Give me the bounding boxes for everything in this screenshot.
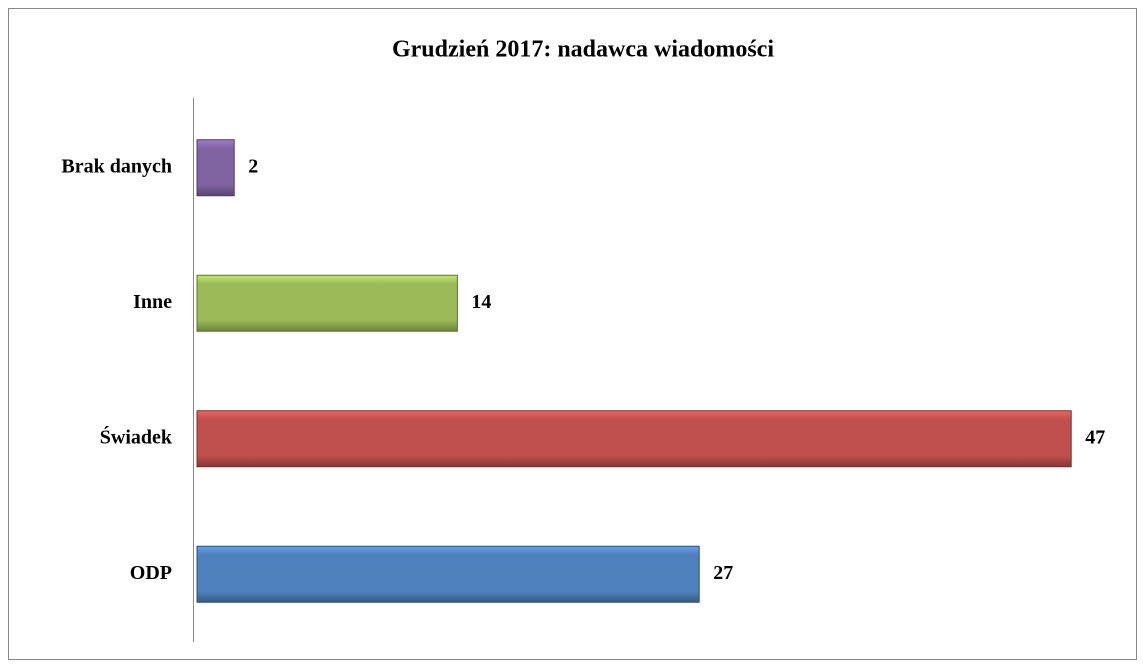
y-tick-label: Świadek — [100, 424, 173, 448]
data-label: 27 — [713, 562, 733, 584]
y-tick-label: Inne — [133, 291, 172, 313]
data-label: 47 — [1085, 426, 1105, 448]
chart-title: Grudzień 2017: nadawca wiadomości — [392, 37, 774, 63]
y-tick-label: Brak danych — [61, 155, 172, 177]
data-label: 2 — [248, 155, 258, 177]
bar — [196, 410, 1072, 468]
bar — [196, 274, 458, 332]
data-label: 14 — [471, 291, 491, 313]
y-tick-label: ODP — [130, 562, 172, 584]
bar — [196, 139, 235, 197]
bar — [196, 545, 700, 603]
